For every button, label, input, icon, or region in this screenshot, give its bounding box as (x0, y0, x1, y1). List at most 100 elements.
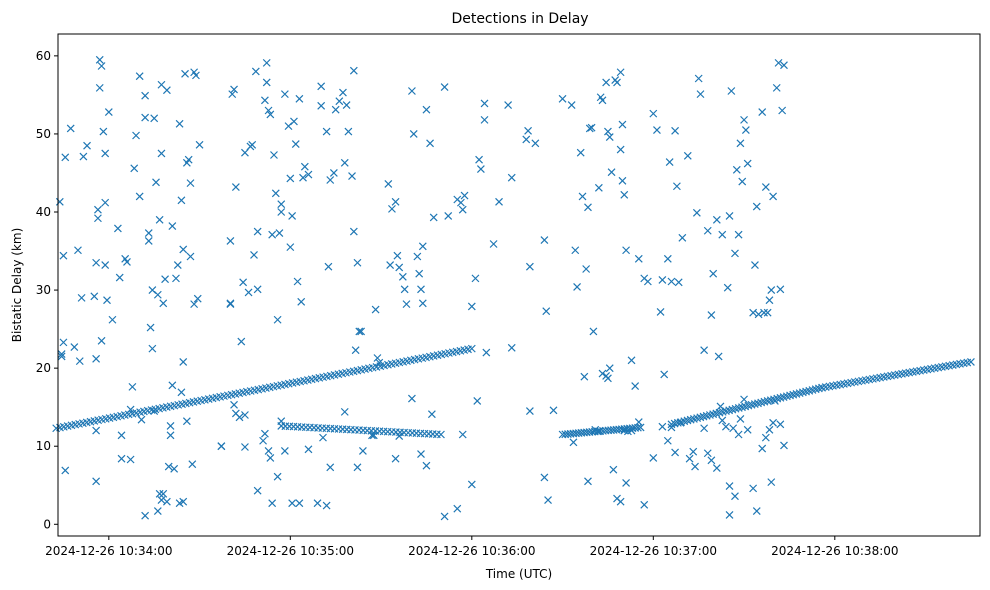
data-point (740, 395, 748, 404)
data-point (264, 446, 273, 455)
data-point (398, 272, 407, 281)
data-point (613, 78, 621, 87)
data-point (152, 178, 160, 187)
data-point (108, 315, 117, 324)
data-point (239, 278, 248, 287)
data-point (409, 130, 418, 138)
data-point (61, 153, 70, 162)
data-point (703, 449, 712, 458)
data-point (549, 406, 558, 415)
data-point (299, 173, 307, 182)
y-axis: 0 10 20 30 40 50 60 (36, 49, 58, 531)
data-point (144, 229, 153, 238)
data-point (616, 497, 625, 506)
data-point (61, 466, 70, 475)
data-point (685, 454, 694, 463)
data-point (339, 88, 347, 97)
data-point (607, 168, 616, 177)
data-point (135, 72, 144, 81)
data-point (322, 127, 331, 136)
data-point (531, 139, 540, 148)
data-point (456, 198, 465, 207)
x-tick-label: 2024-12-26 10:36:00 (408, 544, 535, 558)
data-point (70, 343, 79, 351)
data-point (765, 296, 774, 305)
data-point (473, 397, 482, 405)
x-axis: 2024-12-26 10:34:00 2024-12-26 10:35:00 20… (45, 536, 899, 558)
data-point (609, 465, 618, 474)
data-point (731, 249, 739, 258)
data-point (594, 183, 603, 192)
data-point (153, 290, 162, 299)
data-point (297, 297, 306, 306)
data-point (228, 90, 237, 99)
data-point (126, 405, 135, 414)
data-point (90, 292, 99, 301)
data-point (576, 148, 585, 157)
data-point (482, 348, 491, 357)
data-point (752, 202, 761, 211)
data-point (95, 83, 104, 92)
data-point (155, 489, 164, 498)
data-point (329, 169, 338, 177)
data-point (141, 113, 150, 122)
data-point (741, 126, 750, 134)
data-point (280, 90, 289, 99)
data-point (103, 296, 111, 305)
data-point (75, 357, 84, 366)
data-point (181, 69, 189, 78)
data-point (417, 285, 425, 294)
x-tick-label: 2024-12-26 10:38:00 (771, 544, 898, 558)
data-point (620, 426, 629, 435)
data-point-track-b-decreasing (437, 430, 445, 439)
data-point (92, 426, 101, 435)
data-point-track-c-flat (636, 423, 645, 432)
data-point (395, 432, 404, 440)
data-point (671, 126, 680, 135)
data-point (369, 431, 378, 440)
data-point (168, 222, 177, 230)
data-point (683, 151, 692, 160)
data-point (264, 106, 273, 115)
data-point (304, 445, 313, 454)
data-point (426, 139, 434, 148)
data-point (230, 85, 238, 94)
data-point (525, 407, 534, 416)
data-point (326, 176, 335, 184)
data-point (101, 149, 110, 158)
data-point (97, 62, 106, 70)
data-point (266, 110, 275, 119)
data-point (712, 215, 721, 224)
x-axis-label: Time (UTC) (485, 567, 552, 581)
data-point (718, 416, 727, 425)
data-point (288, 211, 297, 220)
data-point (291, 140, 300, 149)
data-point (241, 443, 249, 451)
data-point (427, 410, 436, 419)
data-point (190, 300, 199, 309)
data-point (317, 101, 326, 110)
data-point (157, 149, 166, 158)
data-point (193, 294, 202, 303)
data-point (92, 477, 101, 486)
data-point (155, 215, 164, 224)
data-point (761, 433, 770, 442)
data-point (780, 441, 788, 450)
data-point (177, 388, 186, 397)
data-point (94, 214, 102, 223)
data-point (226, 299, 235, 308)
data-point (640, 500, 649, 509)
chart-title: Detections in Delay (451, 11, 588, 27)
data-point (153, 507, 162, 515)
data-point (480, 99, 489, 108)
data-point (253, 486, 262, 495)
data-point (295, 499, 304, 508)
data-point (580, 372, 589, 381)
data-point (763, 308, 772, 317)
data-point (351, 346, 360, 355)
data-point (407, 394, 416, 403)
data-point (132, 131, 140, 140)
data-point (584, 203, 592, 212)
data-point (476, 165, 485, 173)
